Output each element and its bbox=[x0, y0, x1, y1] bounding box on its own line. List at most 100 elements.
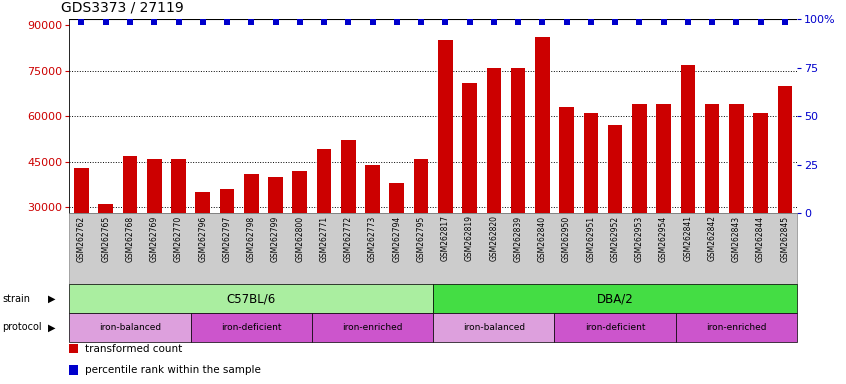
Text: GSM262797: GSM262797 bbox=[222, 215, 232, 262]
Point bbox=[99, 19, 113, 25]
Bar bbox=[607, 125, 623, 298]
Point bbox=[196, 19, 210, 25]
Text: GSM262794: GSM262794 bbox=[393, 215, 401, 262]
Text: GSM262762: GSM262762 bbox=[77, 215, 86, 262]
Bar bbox=[147, 159, 162, 298]
Point bbox=[778, 19, 792, 25]
Text: iron-deficient: iron-deficient bbox=[221, 323, 282, 332]
Point bbox=[342, 19, 355, 25]
Text: GSM262796: GSM262796 bbox=[198, 215, 207, 262]
Point bbox=[244, 19, 258, 25]
Bar bbox=[293, 171, 307, 298]
Text: ▶: ▶ bbox=[48, 293, 56, 304]
Point bbox=[681, 19, 695, 25]
Point bbox=[560, 19, 574, 25]
Bar bbox=[98, 204, 113, 298]
Bar bbox=[584, 113, 598, 298]
Text: GSM262795: GSM262795 bbox=[416, 215, 426, 262]
Text: GSM262952: GSM262952 bbox=[611, 215, 619, 262]
Point bbox=[390, 19, 404, 25]
Text: GSM262842: GSM262842 bbox=[707, 215, 717, 262]
Text: GSM262768: GSM262768 bbox=[125, 215, 135, 262]
Text: GSM262841: GSM262841 bbox=[684, 215, 692, 262]
Bar bbox=[74, 168, 89, 298]
Bar bbox=[123, 156, 137, 298]
Point bbox=[511, 19, 525, 25]
Text: GSM262765: GSM262765 bbox=[102, 215, 110, 262]
Bar bbox=[729, 104, 744, 298]
Bar bbox=[753, 113, 768, 298]
Point bbox=[220, 19, 233, 25]
Point bbox=[147, 19, 161, 25]
Point bbox=[706, 19, 719, 25]
Text: GSM262819: GSM262819 bbox=[465, 215, 474, 262]
Point bbox=[487, 19, 501, 25]
Bar bbox=[462, 83, 477, 298]
Text: protocol: protocol bbox=[3, 322, 42, 333]
Text: GSM262817: GSM262817 bbox=[441, 215, 450, 262]
Point bbox=[633, 19, 646, 25]
Point bbox=[269, 19, 283, 25]
Point bbox=[365, 19, 379, 25]
Bar bbox=[705, 104, 719, 298]
Text: GSM262840: GSM262840 bbox=[538, 215, 547, 262]
Text: GSM262772: GSM262772 bbox=[343, 215, 353, 262]
Point bbox=[729, 19, 743, 25]
Text: GSM262800: GSM262800 bbox=[295, 215, 305, 262]
Point bbox=[656, 19, 670, 25]
Text: GSM262771: GSM262771 bbox=[320, 215, 328, 262]
Bar bbox=[316, 149, 332, 298]
Bar bbox=[438, 40, 453, 298]
Text: GSM262950: GSM262950 bbox=[562, 215, 571, 262]
Text: GSM262839: GSM262839 bbox=[514, 215, 523, 262]
Bar bbox=[244, 174, 259, 298]
Point bbox=[293, 19, 306, 25]
Text: GDS3373 / 27119: GDS3373 / 27119 bbox=[61, 1, 184, 15]
Bar bbox=[680, 65, 695, 298]
Point bbox=[124, 19, 137, 25]
Text: GSM262843: GSM262843 bbox=[732, 215, 741, 262]
Text: GSM262820: GSM262820 bbox=[489, 215, 498, 262]
Text: iron-enriched: iron-enriched bbox=[343, 323, 403, 332]
Bar bbox=[171, 159, 186, 298]
Point bbox=[536, 19, 549, 25]
Text: percentile rank within the sample: percentile rank within the sample bbox=[85, 365, 261, 375]
Bar bbox=[486, 68, 501, 298]
Text: C57BL/6: C57BL/6 bbox=[227, 292, 276, 305]
Bar bbox=[195, 192, 210, 298]
Point bbox=[608, 19, 622, 25]
Bar bbox=[511, 68, 525, 298]
Bar bbox=[268, 177, 283, 298]
Bar bbox=[220, 189, 234, 298]
Text: GSM262773: GSM262773 bbox=[368, 215, 377, 262]
Text: DBA/2: DBA/2 bbox=[596, 292, 634, 305]
Text: GSM262770: GSM262770 bbox=[174, 215, 183, 262]
Text: GSM262799: GSM262799 bbox=[271, 215, 280, 262]
Point bbox=[415, 19, 428, 25]
Point bbox=[317, 19, 331, 25]
Point bbox=[438, 19, 452, 25]
Point bbox=[584, 19, 597, 25]
Text: iron-balanced: iron-balanced bbox=[463, 323, 525, 332]
Bar bbox=[656, 104, 671, 298]
Text: GSM262769: GSM262769 bbox=[150, 215, 159, 262]
Text: GSM262844: GSM262844 bbox=[756, 215, 765, 262]
Point bbox=[463, 19, 476, 25]
Text: iron-balanced: iron-balanced bbox=[99, 323, 161, 332]
Point bbox=[74, 19, 88, 25]
Point bbox=[172, 19, 185, 25]
Text: ▶: ▶ bbox=[48, 322, 56, 333]
Text: GSM262953: GSM262953 bbox=[634, 215, 644, 262]
Text: GSM262798: GSM262798 bbox=[247, 215, 255, 262]
Text: GSM262951: GSM262951 bbox=[586, 215, 596, 262]
Bar bbox=[389, 183, 404, 298]
Bar bbox=[414, 159, 428, 298]
Bar bbox=[365, 165, 380, 298]
Text: transformed count: transformed count bbox=[85, 344, 182, 354]
Text: iron-enriched: iron-enriched bbox=[706, 323, 766, 332]
Bar bbox=[632, 104, 646, 298]
Point bbox=[754, 19, 767, 25]
Bar bbox=[559, 107, 574, 298]
Bar bbox=[777, 86, 792, 298]
Text: GSM262954: GSM262954 bbox=[659, 215, 668, 262]
